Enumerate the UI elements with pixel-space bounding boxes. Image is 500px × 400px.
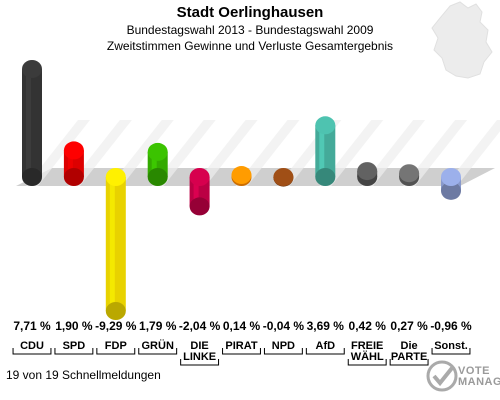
value-label: -0,96 %	[430, 319, 472, 333]
category-label: PARTE	[391, 351, 427, 363]
category-label: PIRAT	[225, 340, 257, 352]
bar	[22, 69, 42, 177]
bar-cap-top	[189, 168, 210, 186]
bar-highlight	[319, 125, 325, 177]
category-label: Die	[401, 340, 418, 352]
category-bracket	[305, 348, 345, 355]
bar-cap-top	[231, 166, 252, 185]
category-label: WÄHL	[351, 350, 384, 363]
bar-cap-bottom	[147, 168, 168, 186]
grid-stripe	[193, 120, 258, 186]
bar-cap-top	[63, 141, 84, 160]
header: Stadt Oerlinghausen Bundestagswahl 2013 …	[0, 4, 500, 54]
category-bracket	[138, 348, 178, 355]
category-label: GRÜN	[142, 339, 174, 352]
value-label: -9,29 %	[95, 319, 137, 333]
category-bracket	[222, 348, 261, 355]
bar-highlight	[151, 151, 157, 177]
category-label: AfD	[316, 340, 336, 352]
category-label: FDP	[105, 340, 127, 352]
logo-text-line1: VOTE	[458, 365, 490, 377]
bar-cap-bottom	[105, 302, 126, 320]
bar-highlight	[67, 150, 73, 177]
bar-cap-top	[357, 162, 378, 181]
bar-cap-bottom	[63, 168, 84, 186]
value-label: 1,79 %	[139, 319, 177, 333]
category-label: Sonst.	[434, 340, 468, 352]
value-label: 0,14 %	[223, 319, 261, 333]
value-label: 3,69 %	[307, 319, 345, 333]
category-bracket	[12, 348, 52, 355]
bar-cap-top	[441, 168, 461, 186]
category-bracket	[347, 359, 387, 366]
category-label: CDU	[20, 340, 44, 352]
bar	[105, 177, 126, 311]
category-bracket	[54, 348, 94, 355]
value-label: 7,71 %	[13, 319, 51, 333]
logo-text: VOTE MANAGER	[458, 366, 500, 388]
grid-stripe	[235, 120, 300, 186]
category-label: DIE	[190, 340, 208, 352]
germany-map-icon	[431, 1, 493, 79]
category-label: LINKE	[183, 351, 216, 363]
bar-cap-bottom	[441, 181, 461, 200]
bar-cap-top	[105, 168, 126, 186]
value-label: 0,42 %	[349, 319, 387, 333]
chart-subtitle-1: Bundestagswahl 2013 - Bundestagswahl 200…	[126, 23, 374, 37]
bar-cap-top	[315, 116, 336, 135]
value-label: 1,90 %	[55, 319, 93, 333]
bar-cap-top	[399, 164, 420, 183]
bar-highlight	[109, 177, 115, 311]
logo-text-line2: MANAGER	[458, 376, 500, 388]
bar-cap-bottom	[189, 197, 210, 216]
grid-stripe	[403, 120, 468, 186]
grid-stripe	[361, 120, 426, 186]
category-bracket	[431, 348, 471, 355]
grid-stripe	[109, 120, 174, 186]
chart-area: 7,71 % CDU 1,90 % SPD -9,29 % FDP 1,79 % GRÜN -2…	[12, 60, 500, 366]
category-label: NPD	[272, 340, 295, 352]
bar-cap-top	[147, 142, 168, 161]
value-label: -2,04 %	[179, 319, 221, 333]
grid-stripe	[445, 120, 500, 186]
vote-manager-logo	[426, 360, 458, 392]
bar-cap-bottom	[315, 168, 336, 186]
category-label: FREIE	[351, 340, 383, 352]
chart-title: Stadt Oerlinghausen	[176, 4, 324, 21]
category-bracket	[96, 348, 136, 355]
chart-subtitle-2: Zweitstimmen Gewinne und Verluste Gesamt…	[106, 39, 394, 53]
bar-highlight	[193, 177, 199, 207]
category-bracket	[263, 348, 303, 355]
status-footer: 19 von 19 Schnellmeldungen	[6, 368, 161, 382]
value-label: -0,04 %	[263, 319, 305, 333]
category-bracket	[180, 359, 220, 366]
bar-cap-top	[273, 168, 294, 186]
value-label: 0,27 %	[390, 319, 428, 333]
bar-highlight	[26, 69, 31, 177]
category-label: SPD	[63, 340, 86, 352]
category-bracket	[389, 359, 429, 366]
bar-cap-bottom	[22, 168, 42, 186]
bar-cap-top	[22, 60, 42, 78]
